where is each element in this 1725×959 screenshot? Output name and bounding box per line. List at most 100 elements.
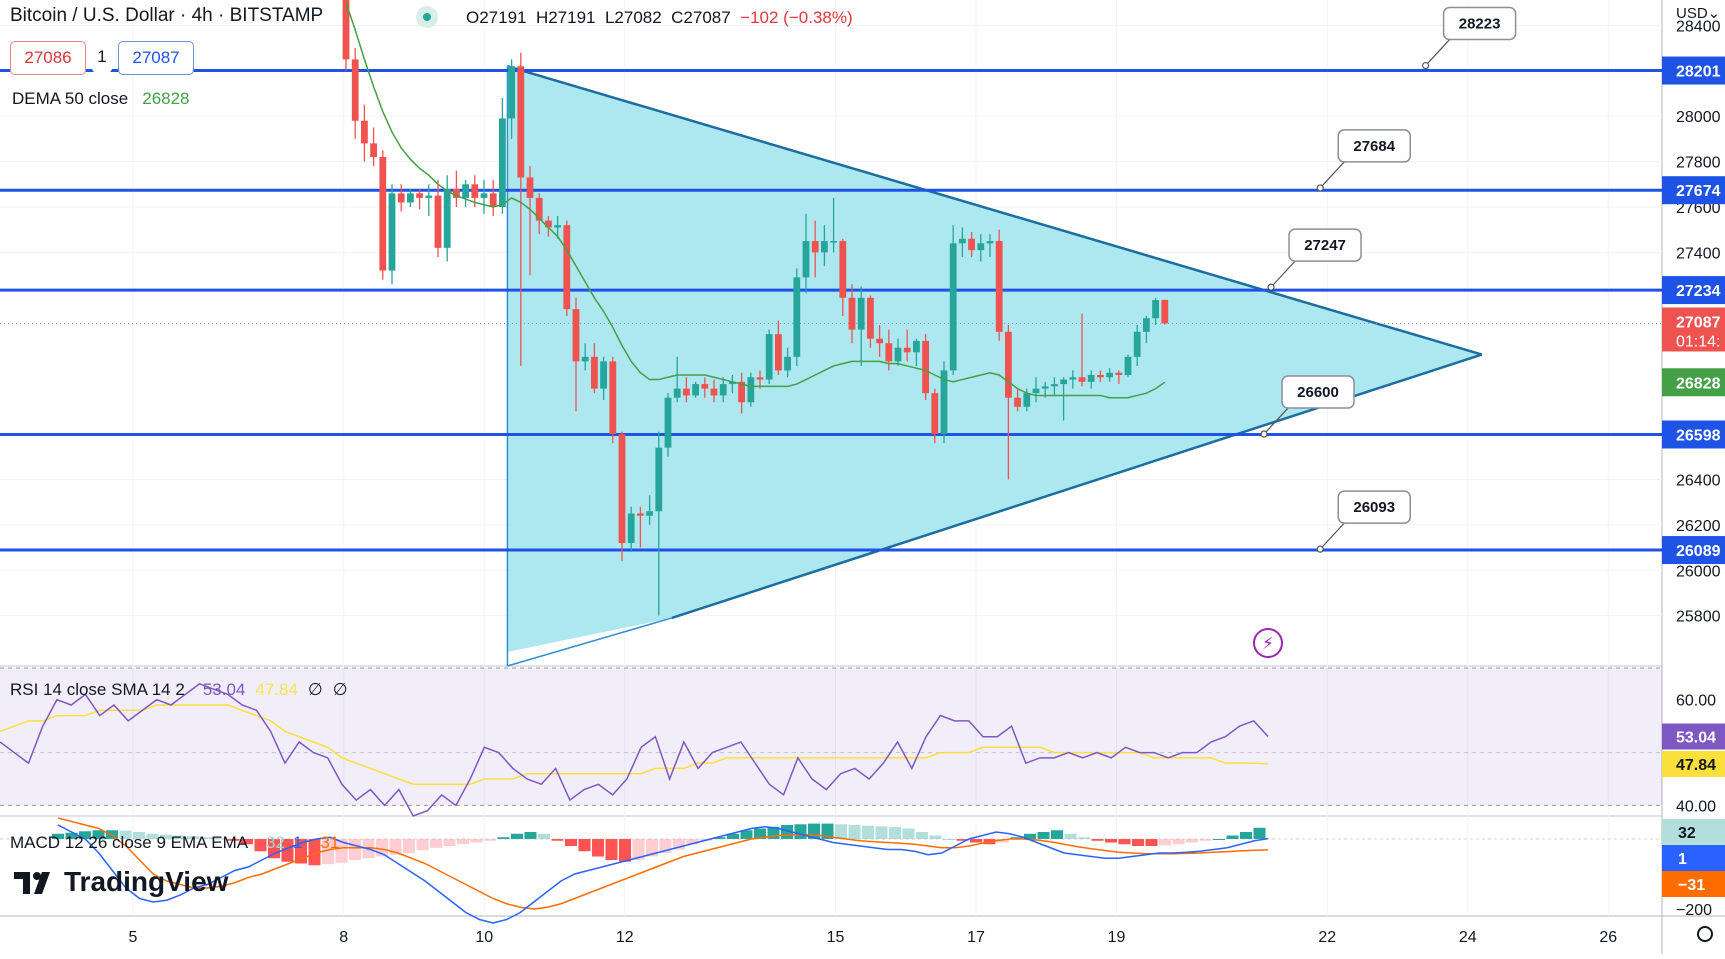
macd-hist-bar <box>1145 839 1158 846</box>
macd-badge <box>1662 871 1725 897</box>
macd-hist-bar <box>241 839 253 845</box>
macd-hist-bar <box>889 827 901 839</box>
callout-pointer <box>1270 260 1296 288</box>
macd-hist-bar <box>1118 839 1131 845</box>
price-badge-label: 26089 <box>1676 543 1721 560</box>
sell-button[interactable]: 27086 <box>10 41 86 75</box>
triangle-upper-edge <box>507 65 1483 356</box>
rsi-sma-badge <box>1662 750 1725 777</box>
tradingview-logo[interactable]: TradingView <box>14 866 228 898</box>
macd-hist-bar <box>65 832 78 839</box>
candle-body <box>738 381 745 403</box>
macd-hist-bar <box>281 839 294 862</box>
market-status-icon[interactable] <box>416 6 438 28</box>
ohlc-open: O27191 <box>466 8 527 27</box>
macd-hist-bar <box>727 833 739 839</box>
macd-hist-bar <box>1091 839 1104 841</box>
macd-hist-bar <box>470 839 483 843</box>
macd-hist-bar <box>1051 830 1063 839</box>
rsi-band <box>0 668 1662 806</box>
candle-body <box>489 193 497 207</box>
x-tick-label: 12 <box>616 929 634 946</box>
macd-hist-bar <box>403 839 415 853</box>
callout-box <box>1288 228 1362 262</box>
macd-hist-bar <box>416 839 429 851</box>
macd-badge-label: 32 <box>1678 825 1696 842</box>
candle-body <box>443 188 451 248</box>
macd-hist-bar <box>646 839 658 857</box>
callout-anchor <box>1316 184 1324 192</box>
lightning-icon[interactable]: ⚡ <box>1253 628 1283 658</box>
y-tick-label: 28400 <box>1676 18 1721 35</box>
candle-body <box>867 297 874 339</box>
ohlc-high: H27191 <box>535 8 596 27</box>
price-badge <box>1662 307 1725 352</box>
callout-box <box>1442 6 1517 41</box>
candle-body <box>1023 393 1031 407</box>
x-tick-label: 19 <box>1108 929 1126 946</box>
macd-badge-label: −31 <box>1678 877 1705 894</box>
candle-body <box>1014 397 1021 407</box>
macd-hist-bar <box>605 839 618 860</box>
macd-hist-bar <box>916 832 928 839</box>
macd-legend[interactable]: MACD 12 26 close 9 EMA EMA 32 1 −31 <box>10 833 339 853</box>
x-tick-label: 5 <box>129 929 138 946</box>
candle-body <box>995 241 1003 332</box>
macd-hist-bar <box>187 836 199 839</box>
rsi-legend[interactable]: RSI 14 close SMA 14 2 53.04 47.84 ∅ ∅ <box>10 680 348 700</box>
candle-body <box>821 241 828 253</box>
macd-badge-label: 1 <box>1678 851 1687 868</box>
price-badge <box>1662 536 1725 565</box>
candle-body <box>692 384 699 396</box>
candle-body <box>876 338 883 344</box>
macd-hist-bar <box>1226 835 1239 839</box>
symbol-title[interactable]: Bitcoin / U.S. Dollar · 4h · BITSTAMP <box>10 5 324 26</box>
tradingview-logo-icon <box>14 872 50 894</box>
macd-signal-line <box>57 817 1269 910</box>
candle-body <box>793 277 801 357</box>
candle-body <box>471 184 479 198</box>
dema-value: 26828 <box>142 89 190 108</box>
candle-body <box>719 384 727 396</box>
spread-value: 1 <box>92 41 112 73</box>
candle-body <box>480 193 488 198</box>
price-badge <box>1662 276 1725 305</box>
callout-pointer <box>1319 161 1345 189</box>
buy-button[interactable]: 27087 <box>118 41 194 75</box>
candle-body <box>1143 318 1150 332</box>
x-tick-label: 17 <box>967 929 985 946</box>
y-tick-label: 27400 <box>1676 245 1721 262</box>
macd-hist-bar <box>619 839 631 862</box>
candle-body <box>637 513 644 516</box>
y-tick-label: 26000 <box>1676 563 1721 580</box>
macd-hist-bar <box>1024 833 1036 839</box>
callout-anchor <box>1267 283 1275 291</box>
candle-body <box>765 334 773 380</box>
candle-body <box>554 225 561 228</box>
brand-name: TradingView <box>64 866 229 897</box>
macd-hist-bar <box>349 839 361 860</box>
candle-body <box>747 377 755 403</box>
x-tick-label: 15 <box>827 929 845 946</box>
candle-body <box>342 0 350 60</box>
callout-pointer <box>1425 39 1451 66</box>
candle-body <box>407 193 414 203</box>
price-badge <box>1662 420 1725 449</box>
settings-gear-icon[interactable] <box>1697 926 1713 942</box>
currency-selector[interactable]: USD⌄ <box>1676 5 1721 22</box>
candle-body <box>913 340 920 353</box>
candle-body <box>1115 372 1123 376</box>
macd-hist-bar <box>943 839 955 840</box>
macd-hist-bar <box>835 824 847 839</box>
x-tick-label: 22 <box>1318 929 1336 946</box>
dema-legend[interactable]: DEMA 50 close 26828 <box>12 89 190 109</box>
candle-body <box>1087 375 1095 382</box>
candle-body <box>894 347 902 362</box>
candle-body <box>397 193 405 203</box>
candle-body <box>425 195 433 198</box>
triangle-base-edge <box>507 617 673 667</box>
macd-hist-bar <box>592 839 604 857</box>
macd-hist-bar <box>875 826 888 839</box>
